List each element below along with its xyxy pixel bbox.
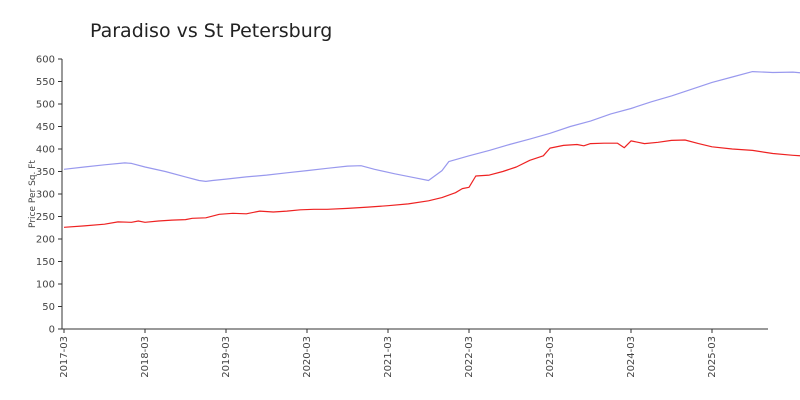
series-layer (63, 70, 800, 228)
x-tick-label: 2017-03 (59, 336, 70, 378)
y-axis-label: Price Per Sq. Ft (28, 160, 38, 228)
y-tick-label: 600 (36, 55, 55, 66)
x-tick-label: 2018-03 (140, 336, 151, 378)
x-tick-label: 2020-03 (302, 336, 313, 378)
x-tick-label: 2023-03 (545, 336, 556, 378)
x-tick-label: 2019-03 (221, 336, 232, 378)
y-tick-label: 0 (49, 325, 55, 336)
y-tick-label: 250 (36, 212, 55, 223)
x-tick-label: 2022-03 (464, 336, 475, 378)
series-line-2 (63, 139, 800, 228)
axes: 0 50 100 150 200 250 300 350 400 450 500 550 600 2017… (36, 55, 768, 378)
series-line-1 (63, 70, 800, 182)
y-tick-label: 150 (36, 257, 55, 268)
y-tick-label: 450 (36, 122, 55, 133)
y-tick-label: 350 (36, 167, 55, 178)
y-tick-label: 300 (36, 190, 55, 201)
y-tick-label: 100 (36, 280, 55, 291)
chart-title: Paradiso vs St Petersburg (90, 20, 332, 42)
y-tick-label: 50 (42, 302, 55, 313)
y-tick-label: 550 (36, 77, 55, 88)
y-tick-label: 500 (36, 100, 55, 111)
x-tick-label: 2025-03 (707, 336, 718, 378)
y-tick-label: 400 (36, 145, 55, 156)
x-tick-label: 2021-03 (383, 336, 394, 378)
y-tick-label: 200 (36, 235, 55, 246)
x-tick-label: 2024-03 (626, 336, 637, 378)
